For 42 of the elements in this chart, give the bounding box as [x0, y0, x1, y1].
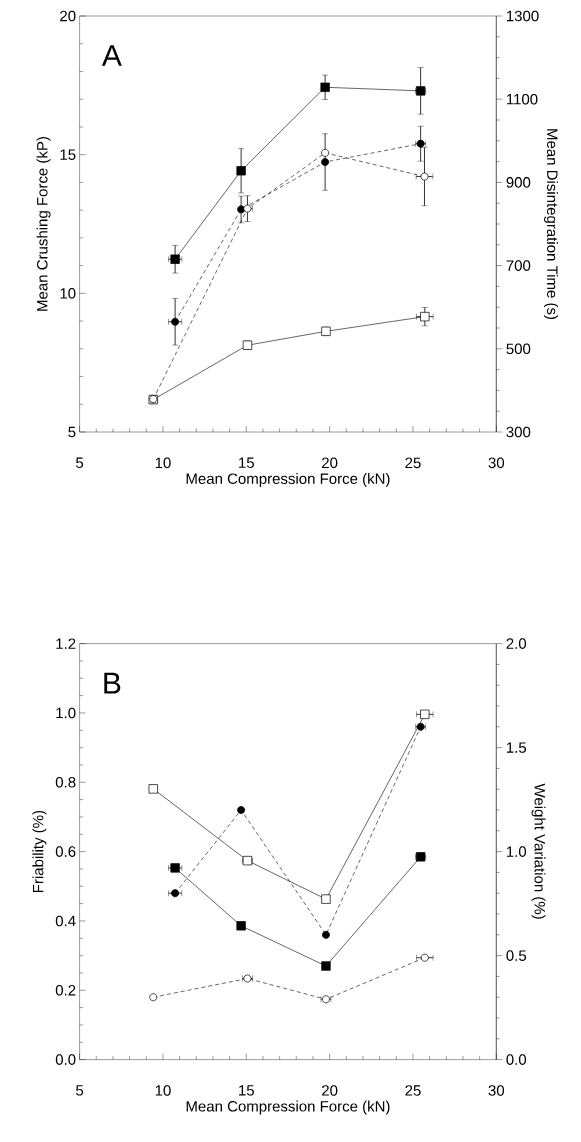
y-tick-label: 0.0 — [55, 1054, 76, 1065]
x-tick-label: 25 — [405, 457, 421, 469]
y-tick-label: 0.8 — [55, 776, 76, 788]
x-tick-label: 15 — [239, 1085, 254, 1096]
x-tick-label: 5 — [76, 1085, 84, 1096]
x-tick-label: 30 — [488, 457, 505, 469]
x-axis-title: Mean Compression Force (kN) — [186, 1100, 390, 1115]
y2-tick-label: 1.0 — [506, 846, 527, 857]
annotation: B — [104, 672, 121, 694]
y-tick-label: 0.2 — [55, 984, 76, 996]
y2-tick-label: 700 — [506, 260, 531, 271]
y-tick-label: 20 — [60, 10, 76, 22]
y-axis-title: Mean Crushing Force (kP) — [36, 137, 51, 311]
y2-tick-label: 900 — [506, 177, 531, 188]
y2-axis-title: Mean Disintegration Time (s) — [544, 129, 559, 320]
x-tick-label: 20 — [322, 457, 338, 469]
y-axis-title: Friability (%) — [32, 810, 47, 893]
y2-tick-label: 300 — [506, 426, 531, 438]
y2-tick-label: 1100 — [506, 93, 538, 105]
x-tick-label: 20 — [322, 1085, 338, 1096]
y-tick-label: 1.2 — [56, 638, 76, 649]
x-tick-label: 30 — [488, 1085, 505, 1096]
y-tick-label: 10 — [60, 288, 76, 299]
annotation: A — [101, 45, 122, 66]
y-tick-label: 0.6 — [55, 846, 76, 857]
y2-tick-label: 2.0 — [506, 638, 527, 649]
x-axis-title: Mean Compression Force (kN) — [186, 472, 390, 487]
x-tick-label: 5 — [76, 457, 84, 468]
x-tick-label: 25 — [405, 1085, 421, 1096]
y2-tick-label: 500 — [506, 343, 531, 355]
x-tick-label: 10 — [155, 1085, 171, 1096]
x-tick-label: 15 — [239, 457, 254, 468]
y-tick-label: 1.0 — [56, 707, 76, 719]
y-tick-label: 5 — [68, 426, 76, 438]
y-tick-label: 0.4 — [55, 915, 76, 927]
y2-axis-title: Weight Variation (%) — [531, 783, 546, 919]
y-tick-label: 15 — [60, 149, 76, 160]
y2-tick-label: 0.0 — [506, 1054, 527, 1065]
y2-tick-label: 1.5 — [506, 742, 527, 753]
y2-tick-label: 0.5 — [506, 950, 527, 961]
y2-tick-label: 1300 — [506, 10, 539, 22]
x-tick-label: 10 — [155, 457, 171, 469]
